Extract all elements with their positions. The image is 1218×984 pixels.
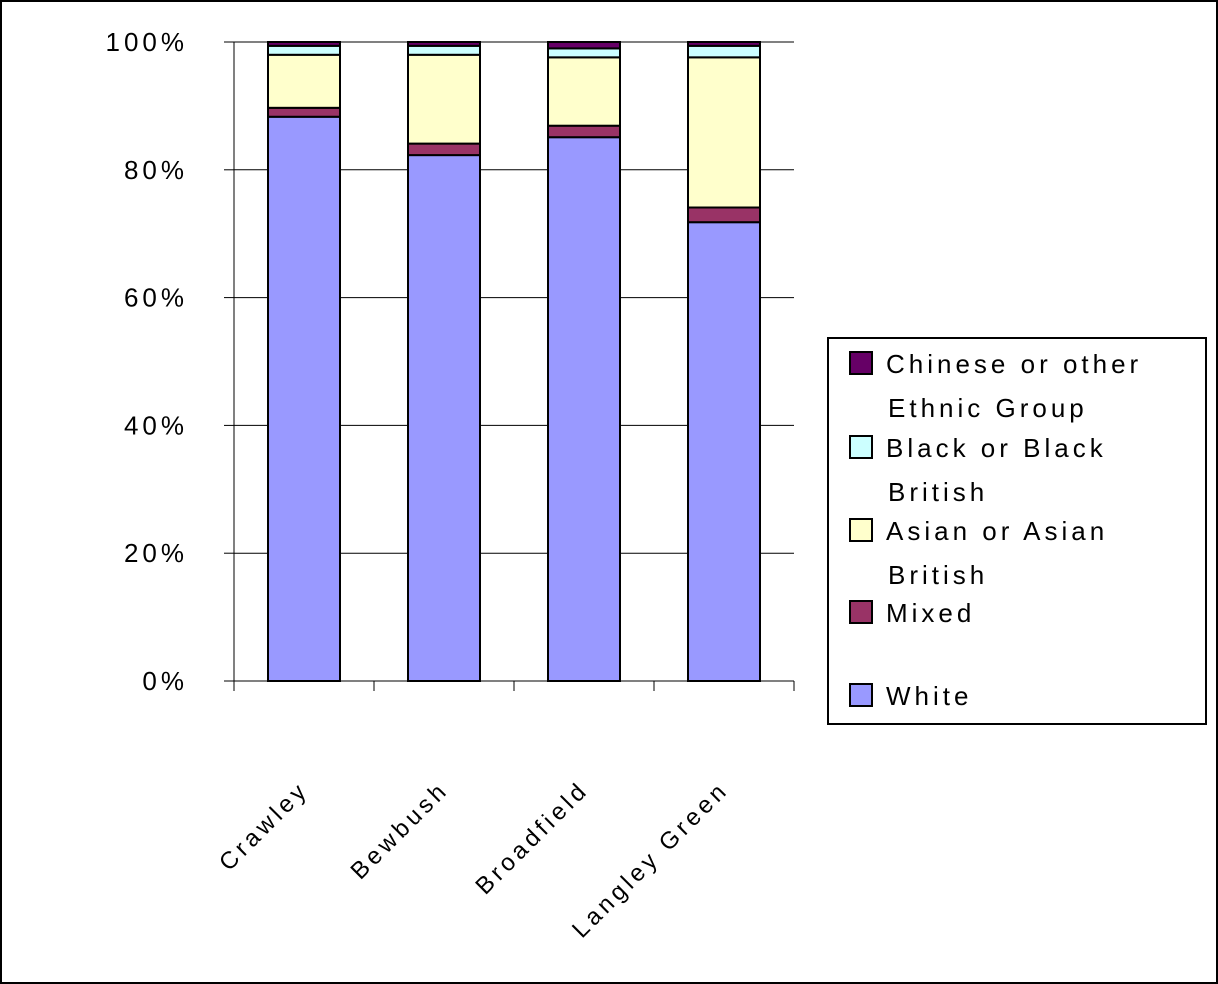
bar-segment-asian-or-asian-british-crawley xyxy=(267,53,341,109)
x-tick-label: Broadfield xyxy=(470,776,594,900)
bar-segment-mixed-broadfield xyxy=(547,124,621,139)
legend-swatch-asian-or-asian-british xyxy=(849,518,873,542)
legend: Chinese or other Ethnic Group Black or Bla… xyxy=(827,337,1207,725)
bar-segment-mixed-langley-green xyxy=(687,206,761,224)
bar-segment-asian-or-asian-british-broadfield xyxy=(547,56,621,127)
legend-label-black-or-black-british: Black or Black xyxy=(886,433,1107,463)
y-tick-label: 60% xyxy=(124,283,188,313)
bars xyxy=(267,41,761,682)
y-tick-label: 0% xyxy=(142,666,188,696)
bar-segment-white-bewbush xyxy=(407,154,481,682)
legend-label-asian-or-asian-british: Asian or Asian xyxy=(886,516,1108,546)
bar-segment-chinese-or-other-ethnic-group-langley-green xyxy=(687,41,761,47)
axes xyxy=(224,41,795,691)
y-tick-label: 20% xyxy=(124,538,188,568)
y-tick-label: 80% xyxy=(124,155,188,185)
bar-segment-black-or-black-british-broadfield xyxy=(547,47,621,59)
y-tick-label: 100% xyxy=(106,27,189,57)
y-tick-label: 40% xyxy=(124,410,188,440)
bar-segment-chinese-or-other-ethnic-group-broadfield xyxy=(547,41,621,50)
legend-swatch-chinese-or-other-ethnic-group xyxy=(849,351,873,375)
legend-swatch-black-or-black-british xyxy=(849,435,873,459)
bar-segment-asian-or-asian-british-bewbush xyxy=(407,53,481,145)
bar-segment-white-crawley xyxy=(267,115,341,682)
bar-segment-black-or-black-british-langley-green xyxy=(687,44,761,59)
bar-segment-black-or-black-british-crawley xyxy=(267,44,341,56)
legend-label-black-or-black-british: British xyxy=(888,477,988,507)
bar-segment-white-broadfield xyxy=(547,136,621,682)
legend-label-white: White xyxy=(886,681,972,711)
bar-segment-mixed-bewbush xyxy=(407,142,481,157)
legend-swatch-white xyxy=(849,683,873,707)
bar-segment-black-or-black-british-bewbush xyxy=(407,44,481,56)
x-tick-label: Langley Green xyxy=(567,776,734,943)
x-tick-label: Crawley xyxy=(214,776,314,876)
bar-segment-white-langley-green xyxy=(687,221,761,682)
legend-box xyxy=(827,337,1207,725)
bar-segment-mixed-crawley xyxy=(267,106,341,118)
legend-label-mixed: Mixed xyxy=(886,598,975,628)
legend-label-asian-or-asian-british: British xyxy=(888,560,988,590)
bar-segment-asian-or-asian-british-langley-green xyxy=(687,56,761,209)
legend-label-chinese-or-other-ethnic-group: Ethnic Group xyxy=(888,393,1088,423)
legend-label-chinese-or-other-ethnic-group: Chinese or other xyxy=(886,349,1142,379)
legend-swatch-mixed xyxy=(849,600,873,624)
x-tick-label: Bewbush xyxy=(346,776,455,885)
bar-segment-chinese-or-other-ethnic-group-bewbush xyxy=(407,41,481,47)
bar-segment-chinese-or-other-ethnic-group-crawley xyxy=(267,41,341,47)
